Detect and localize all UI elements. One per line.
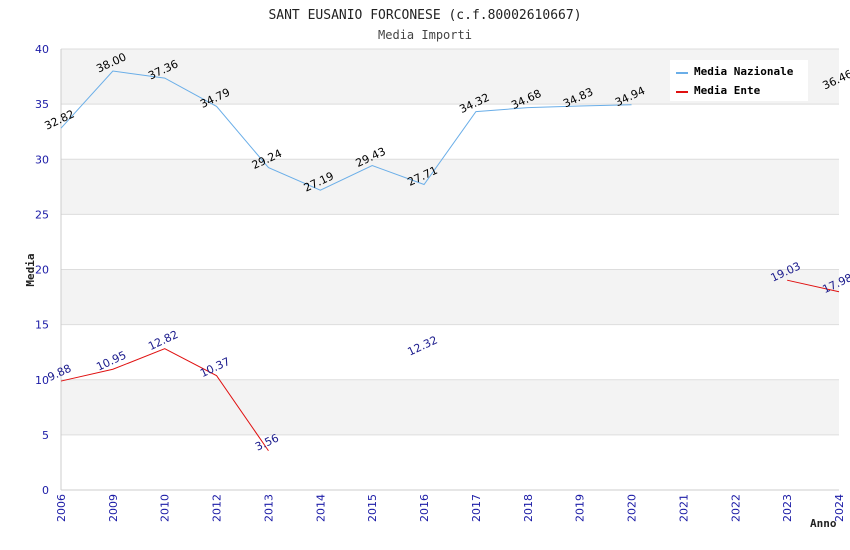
legend: Media Nazionale Media Ente xyxy=(670,60,808,101)
y-tick-label: 20 xyxy=(35,264,49,277)
y-tick-label: 40 xyxy=(35,43,49,56)
x-tick-label: 2010 xyxy=(159,494,172,522)
x-tick-label: 2015 xyxy=(366,494,379,522)
grid-band xyxy=(61,104,839,160)
x-tick-label: 2021 xyxy=(677,494,690,522)
series-lines xyxy=(60,70,840,452)
chart-title: SANT EUSANIO FORCONESE (c.f.80002610667) xyxy=(268,8,581,23)
x-tick-label: 2023 xyxy=(781,494,794,522)
y-tick-label: 35 xyxy=(35,98,49,111)
y-tick-label: 0 xyxy=(42,484,49,497)
grid-band xyxy=(61,324,839,380)
chart-subtitle: Media Importi xyxy=(378,28,472,42)
y-tick-label: 25 xyxy=(35,208,49,221)
x-tick-label: 2006 xyxy=(55,494,68,522)
x-tick-label: 2017 xyxy=(470,494,483,522)
x-tick-label: 2012 xyxy=(211,494,224,522)
y-tick-label: 10 xyxy=(35,374,49,387)
x-tick-label: 2013 xyxy=(262,494,275,522)
y-axis-label: Media xyxy=(24,253,37,286)
x-tick-label: 2018 xyxy=(522,494,535,522)
x-tick-label: 2014 xyxy=(314,494,327,522)
grid-band xyxy=(61,434,839,490)
x-tick-labels: 2006 2009 2010 2012 2013 2014 2015 2016 2017 2018… xyxy=(55,494,846,522)
x-tick-label: 2019 xyxy=(574,494,587,522)
series-line xyxy=(60,70,632,191)
y-tick-labels: 0 5 10 15 20 25 30 35 40 xyxy=(35,43,49,497)
x-tick-label: 2020 xyxy=(626,494,639,522)
grid-bands xyxy=(61,49,839,490)
legend-label-media-ente: Media Ente xyxy=(694,84,761,97)
grid-band xyxy=(61,214,839,270)
series-line xyxy=(60,348,269,452)
legend-box xyxy=(670,60,808,101)
y-tick-label: 15 xyxy=(35,319,49,332)
y-tick-label: 5 xyxy=(42,429,49,442)
x-axis-label: Anno xyxy=(810,517,837,530)
x-tick-label: 2009 xyxy=(107,494,120,522)
x-tick-label: 2024 xyxy=(833,494,846,522)
grid-band xyxy=(61,159,839,215)
x-tick-label: 2016 xyxy=(418,494,431,522)
y-tick-label: 30 xyxy=(35,153,49,166)
series-line xyxy=(787,279,840,293)
legend-label-media-nazionale: Media Nazionale xyxy=(694,65,794,78)
x-tick-label: 2022 xyxy=(729,494,742,522)
grid-band xyxy=(61,269,839,325)
grid-band xyxy=(61,379,839,435)
